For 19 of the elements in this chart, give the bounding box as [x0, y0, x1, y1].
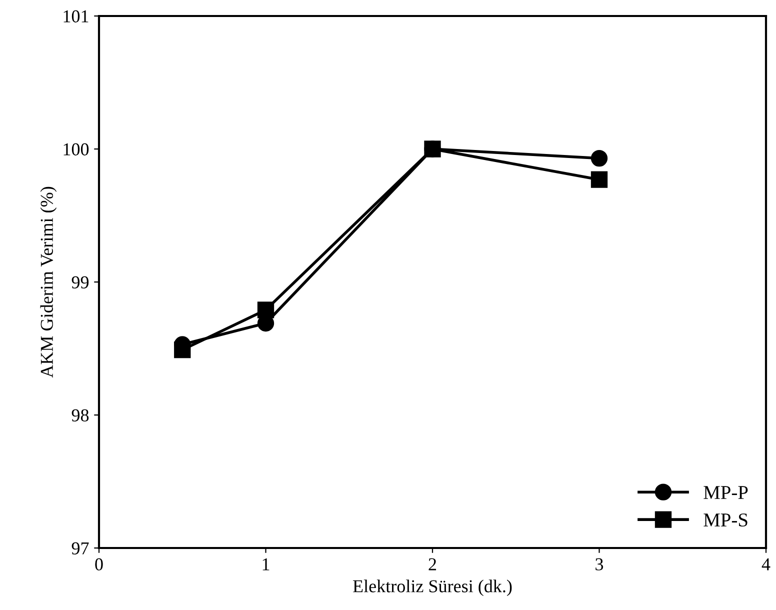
- x-tick-label: 1: [262, 558, 270, 570]
- y-axis-title: AKM Giderim Verimi (%): [40, 186, 57, 378]
- y-tick-label: 101: [64, 10, 88, 22]
- legend-label: MP-S: [704, 513, 748, 527]
- x-tick-label: 2: [428, 558, 436, 570]
- legend-label: MP-P: [704, 486, 748, 499]
- x-tick-label: 0: [95, 558, 103, 570]
- point: [257, 302, 274, 318]
- point: [590, 150, 608, 167]
- x-axis-title: Elektroliz Süresi (dk.): [353, 580, 512, 596]
- x-tick-label: 4: [762, 558, 770, 570]
- x-tick-label: 3: [596, 558, 604, 570]
- y-tick-label: 98: [72, 409, 89, 422]
- point: [424, 140, 441, 158]
- point: [590, 171, 608, 188]
- y-tick-label: 97: [72, 542, 89, 554]
- y-tick-label: 99: [72, 276, 89, 288]
- y-tick-label: 100: [64, 143, 89, 156]
- point: [174, 341, 191, 358]
